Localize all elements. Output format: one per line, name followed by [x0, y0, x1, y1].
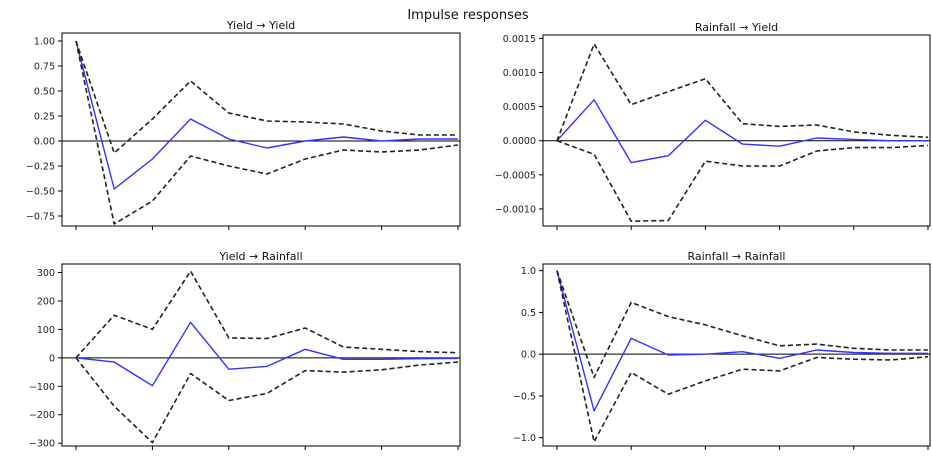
y-tick-label: −1.0 — [513, 433, 536, 444]
figure-suptitle: Impulse responses — [407, 8, 529, 23]
confidence-band-lower — [556, 270, 929, 443]
axes-frame — [542, 263, 931, 447]
confidence-band-upper — [75, 40, 458, 154]
y-tick-label: 0.0005 — [503, 102, 536, 113]
y-tick-label: 1.00 — [34, 37, 55, 48]
response-line — [75, 321, 459, 387]
confidence-band-upper — [556, 270, 928, 379]
subplot-yield-rainfall: Yield → Rainfall 300 200 100 0 −100 −200 −300 — [29, 250, 461, 450]
y-tick-label: −200 — [29, 410, 55, 421]
y-tick-label: −0.0010 — [495, 204, 536, 215]
y-tick-label: 0.25 — [34, 112, 55, 123]
y-tick-label: 200 — [37, 296, 55, 307]
y-tick-label: 0.00 — [34, 137, 55, 148]
response-line — [556, 99, 928, 164]
confidence-band-lower — [75, 357, 459, 444]
y-tick-label: −0.5 — [513, 391, 536, 402]
y-tick-label: −0.25 — [26, 162, 55, 173]
y-tick-label: 300 — [37, 268, 55, 279]
axes-frame — [542, 34, 931, 227]
y-tick-label: −0.75 — [26, 212, 55, 223]
response-line — [75, 40, 458, 190]
confidence-band-lower — [75, 40, 459, 225]
y-tick-label: −0.50 — [26, 187, 55, 198]
confidence-band-lower — [556, 139, 929, 222]
confidence-band-upper — [556, 43, 929, 141]
y-tick-label: 0.0000 — [503, 136, 536, 147]
subplot-title: Yield → Rainfall — [218, 250, 302, 263]
y-tick-label: −0.0005 — [495, 170, 536, 181]
response-line — [556, 270, 928, 412]
subplot-rainfall-rainfall: Rainfall → Rainfall 1.0 0.5 0.0 −0.5 −1.0 — [513, 250, 931, 450]
subplot-yield-yield: Yield → Yield 1.00 0.75 0.50 0.25 0.00 −0.25 −0… — [26, 19, 461, 230]
y-tick-label: 0.5 — [521, 308, 536, 319]
y-tick-label: 1.0 — [521, 266, 536, 277]
subplot-title: Rainfall → Rainfall — [687, 250, 785, 263]
axes-frame — [61, 263, 461, 447]
y-tick-label: −100 — [29, 382, 55, 393]
y-tick-label: 100 — [37, 325, 55, 336]
y-tick-label: −300 — [29, 439, 55, 450]
y-tick-label: 0.75 — [34, 62, 55, 73]
subplot-grid: Yield → Yield1.000.750.500.250.00−0.25−0… — [26, 19, 931, 450]
subplot-title: Rainfall → Yield — [695, 21, 778, 34]
y-tick-label: 0 — [49, 353, 55, 364]
subplot-rainfall-yield: Rainfall → Yield 0.0015 0.0010 0.0005 0.0000… — [495, 21, 931, 230]
y-tick-label: 0.0 — [521, 350, 536, 361]
confidence-band-upper — [75, 270, 459, 359]
y-tick-label: 0.0010 — [503, 68, 536, 79]
y-tick-label: 0.0015 — [503, 34, 536, 45]
subplot-title: Yield → Yield — [226, 19, 296, 32]
axes-frame — [61, 32, 461, 227]
y-tick-label: 0.50 — [34, 87, 55, 98]
